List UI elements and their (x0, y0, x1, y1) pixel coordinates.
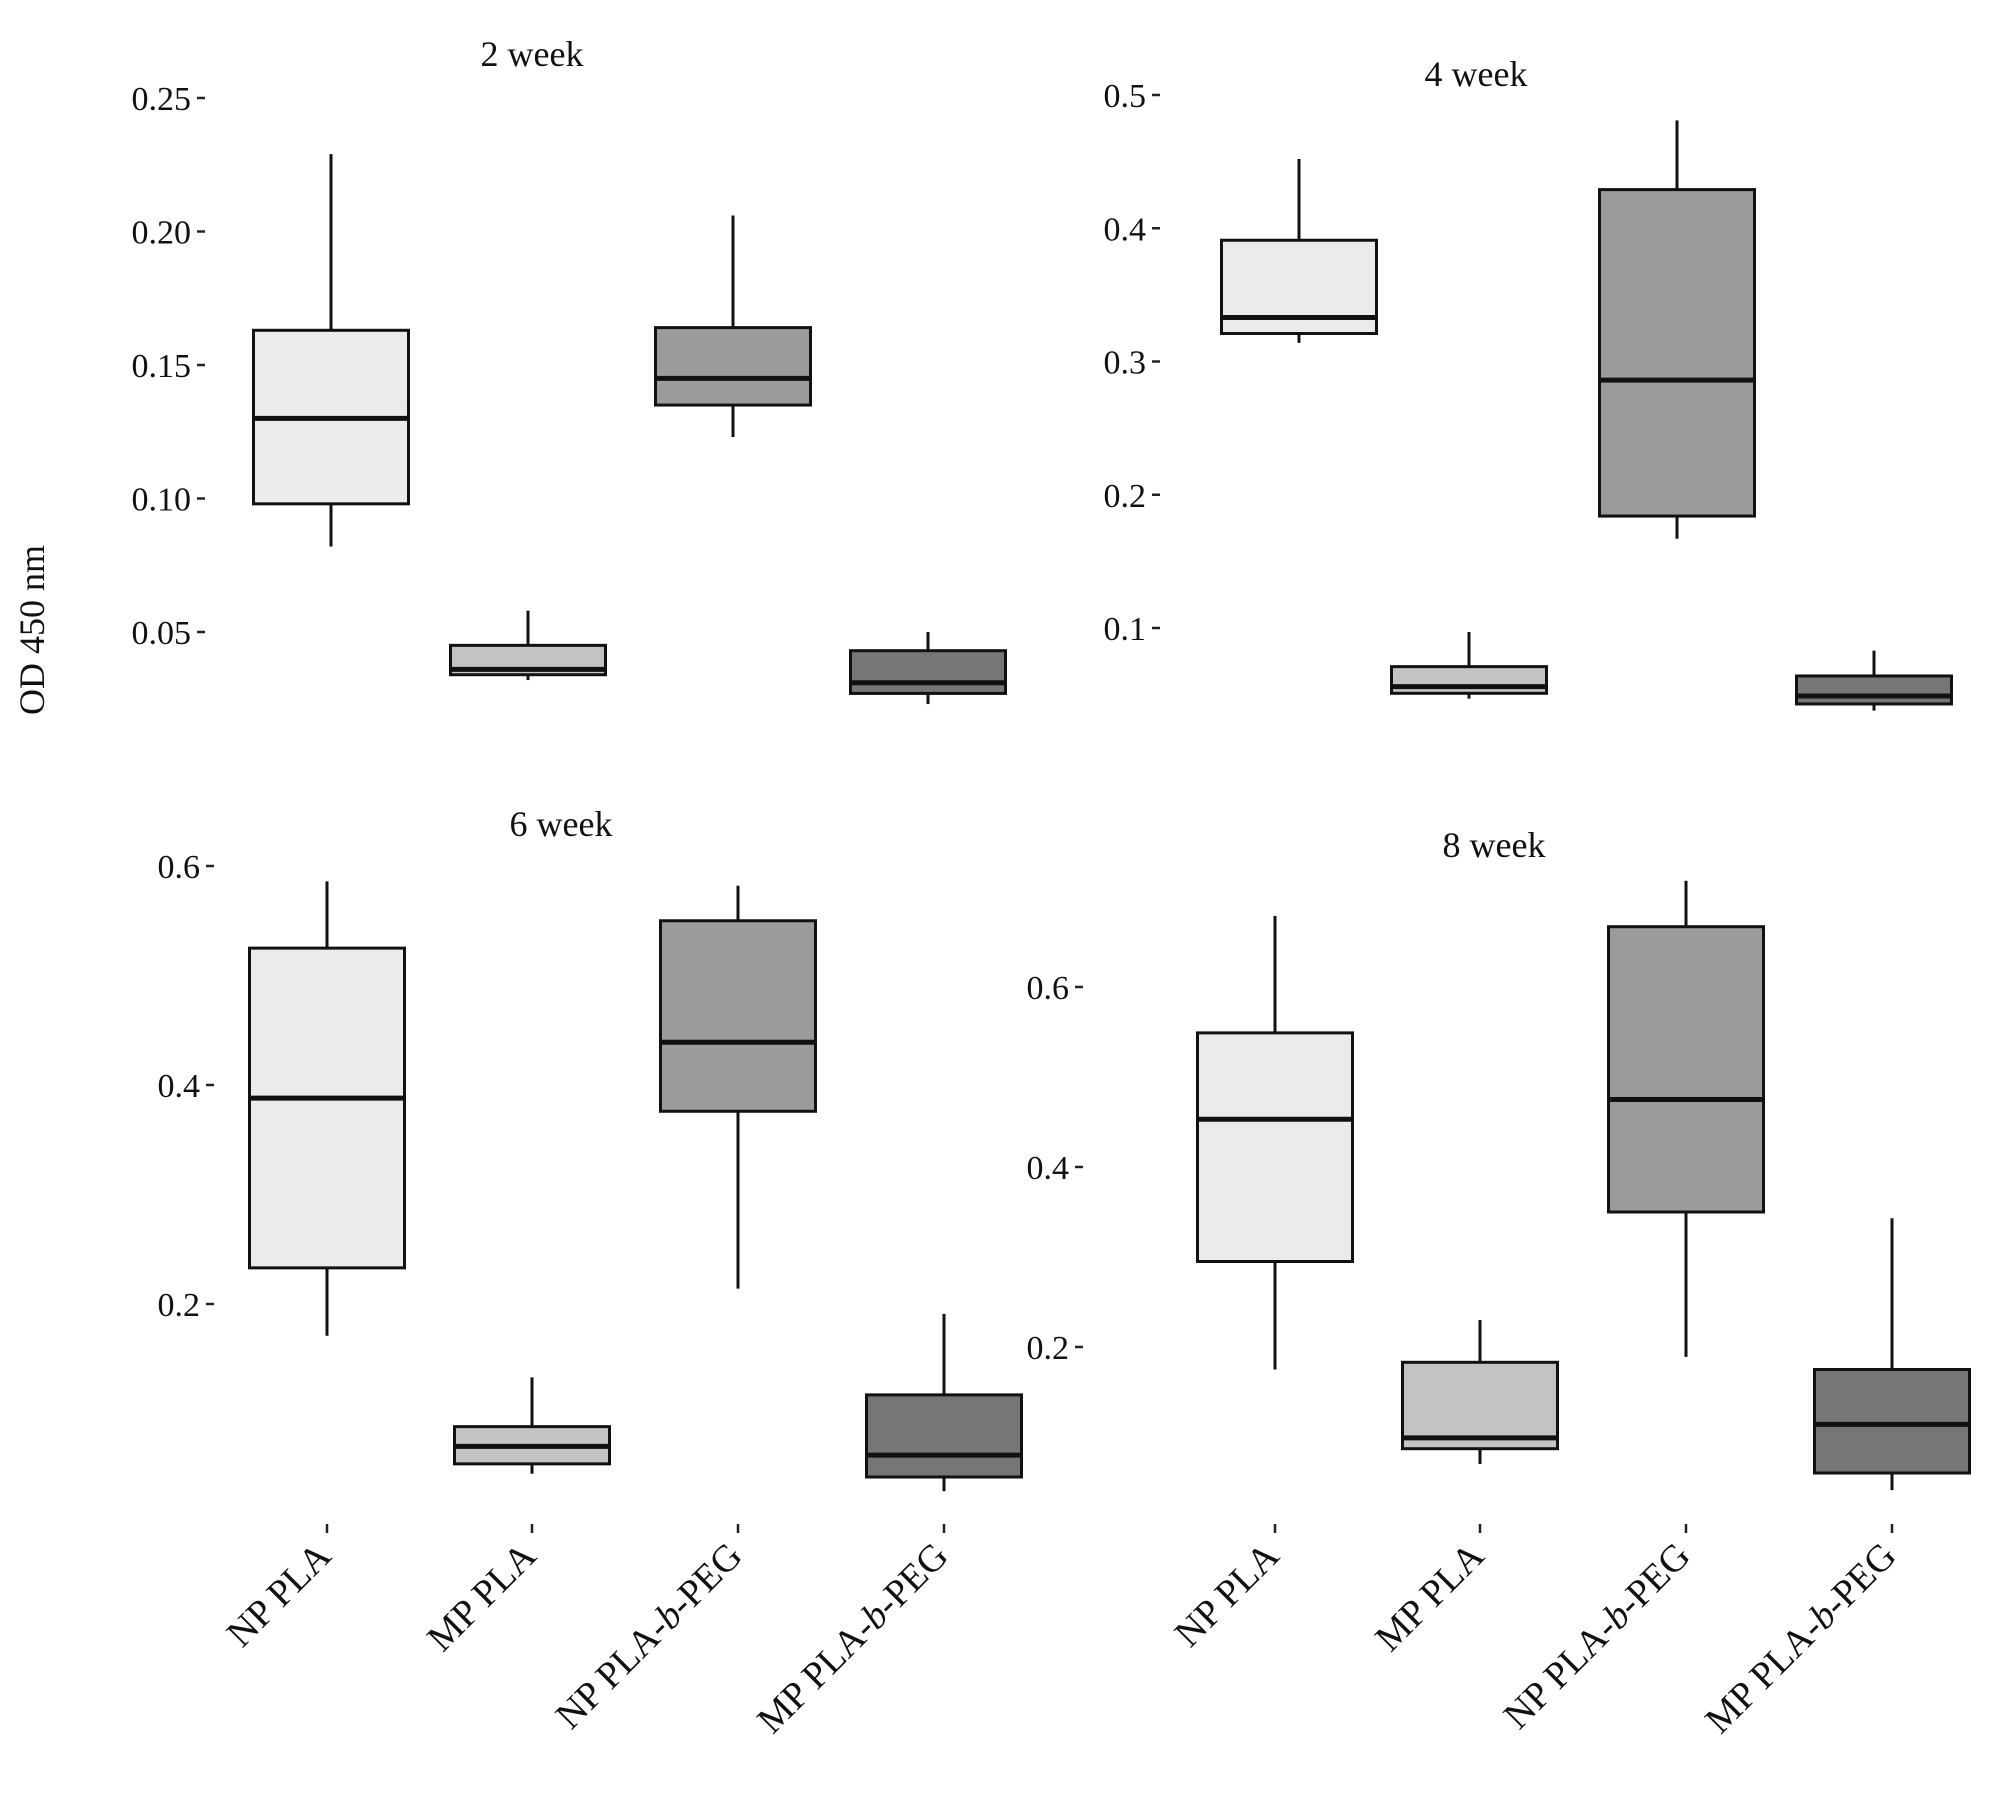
y-tick-label: 0.4 (158, 1068, 201, 1105)
y-tick-label: 0.25 (132, 81, 192, 118)
y-tick-label: 0.5 (1104, 78, 1147, 115)
y-tick-label: 0.4 (1104, 211, 1147, 248)
iqr-box (659, 919, 817, 1113)
iqr-box (1813, 1368, 1971, 1475)
y-axis-title: OD 450 nm (12, 545, 52, 715)
box-mp-pla-b-peg (849, 632, 1007, 705)
y-tick-label: 0.20 (132, 215, 192, 252)
panel-title: 8 week (1443, 825, 1546, 865)
box-mp-pla-b-peg (1813, 1218, 1971, 1491)
y-tick-label: 0.3 (1104, 345, 1147, 382)
x-tick-label: NP PLA-b-PEG (1496, 1535, 1699, 1738)
box-np-pla-b-peg (659, 885, 817, 1289)
box-np-pla-b-peg (1607, 880, 1765, 1357)
panel-title: 6 week (510, 804, 613, 844)
iqr-box (1598, 188, 1756, 518)
y-tick-label: 0.10 (132, 482, 192, 519)
box-mp-pla-b-peg (1795, 650, 1953, 711)
iqr-box (654, 326, 812, 407)
iqr-box (865, 1393, 1023, 1479)
box-np-pla (248, 881, 406, 1336)
iqr-box (1390, 665, 1548, 695)
y-tick-label: 0.2 (1027, 1330, 1070, 1367)
box-np-pla-b-peg (1598, 120, 1756, 539)
y-tick-label: 0.6 (158, 849, 201, 886)
box-np-pla (1220, 158, 1378, 343)
y-tick-label: 0.2 (1104, 478, 1147, 515)
x-tick-label: MP PLA-b-PEG (749, 1535, 956, 1742)
x-tick-label: NP PLA (1167, 1534, 1288, 1655)
x-tick-label: MP PLA (419, 1534, 544, 1659)
box-mp-pla (1401, 1320, 1559, 1464)
y-tick-label: 0.6 (1027, 970, 1070, 1007)
x-tick-label: NP PLA-b-PEG (548, 1535, 751, 1738)
panel-title: 2 week (481, 34, 584, 74)
y-tick-label: 0.1 (1104, 611, 1147, 648)
x-tick-label: MP PLA-b-PEG (1697, 1535, 1904, 1742)
box-mp-pla (1390, 631, 1548, 699)
box-mp-pla-b-peg (865, 1313, 1023, 1492)
iqr-box (1401, 1360, 1559, 1451)
box-mp-pla (449, 610, 607, 681)
iqr-box (1795, 674, 1953, 706)
iqr-box (1196, 1031, 1354, 1264)
box-np-pla (252, 154, 410, 547)
y-tick-label: 0.4 (1027, 1150, 1070, 1187)
box-np-pla-b-peg (654, 215, 812, 438)
panel-4-week: 4 week 0.1 0.2 0.3 0.4 0.5 (1104, 54, 1953, 711)
panel-2-week: 2 week 0.05 0.10 0.15 0.20 0.25 (132, 34, 1007, 705)
y-tick-label: 0.15 (132, 348, 192, 385)
box-mp-pla (453, 1377, 611, 1474)
panel-title: 4 week (1425, 54, 1528, 94)
y-tick-label: 0.2 (158, 1287, 201, 1324)
x-tick-label: MP PLA (1367, 1534, 1492, 1659)
x-tick-label: NP PLA (219, 1534, 340, 1655)
iqr-box (1607, 925, 1765, 1214)
box-np-pla (1196, 915, 1354, 1370)
iqr-box (248, 946, 406, 1270)
y-tick-label: 0.05 (132, 615, 192, 652)
iqr-box (849, 649, 1007, 695)
